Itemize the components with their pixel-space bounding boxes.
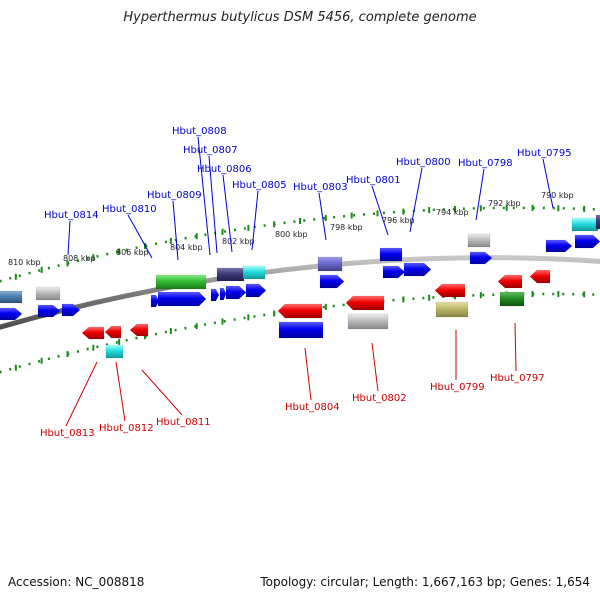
forward-gene-label: Hbut_0814 (44, 210, 99, 221)
forward-gene-label: Hbut_0801 (346, 175, 401, 186)
forward-leader-line (251, 190, 259, 251)
reverse-leader-line (304, 347, 312, 401)
gene-feature (345, 295, 385, 311)
gene-feature (545, 239, 573, 253)
forward-leader-line (542, 158, 554, 209)
forward-gene-label: Hbut_0806 (197, 164, 252, 175)
ruler-label: 802 kbp (222, 237, 255, 246)
gene-feature (225, 285, 247, 300)
gene-feature (155, 274, 207, 290)
forward-leader-line (409, 167, 423, 233)
gene-feature (0, 290, 23, 304)
forward-ruler-line (0, 206, 600, 283)
gene-feature (382, 265, 406, 279)
gene-feature (403, 262, 432, 277)
reverse-leader-line (65, 361, 98, 427)
gene-feature (150, 294, 160, 308)
forward-leader-line (172, 200, 179, 261)
gene-feature (37, 304, 61, 318)
gene-feature (317, 256, 343, 272)
ruler-label: 796 kbp (382, 216, 415, 225)
reverse-leader-line (514, 322, 517, 372)
gene-feature (469, 251, 493, 265)
gene-feature (319, 274, 345, 289)
gene-feature (157, 291, 207, 307)
gene-feature (61, 303, 81, 317)
gene-feature (129, 323, 149, 337)
ruler-label: 794 kbp (436, 208, 469, 217)
forward-gene-label: Hbut_0805 (232, 180, 287, 191)
forward-leader-line (197, 136, 211, 256)
gene-feature (571, 217, 599, 232)
accession-text: Accession: NC_008818 (8, 575, 145, 589)
ruler-labels: 810 kbp 808 kbp 806 kbp 804 kbp 802 kbp 800 k… (8, 191, 574, 267)
reverse-gene-label: Hbut_0812 (99, 423, 154, 434)
gene-feature (278, 321, 324, 339)
gene-feature (0, 307, 23, 321)
gene-feature (595, 214, 600, 230)
gene-feature (434, 283, 466, 298)
ruler-label: 810 kbp (8, 258, 41, 267)
forward-gene-label: Hbut_0807 (183, 145, 238, 156)
gene-feature (216, 267, 245, 282)
reverse-gene-label: Hbut_0804 (285, 402, 340, 413)
forward-leader-line (127, 214, 153, 259)
forward-gene-label: Hbut_0795 (517, 148, 572, 159)
reverse-leader-line (141, 369, 183, 416)
reverse-gene-label: Hbut_0797 (490, 373, 545, 384)
gene-feature (81, 326, 105, 340)
gene-feature (104, 325, 122, 339)
ruler-label: 800 kbp (275, 230, 308, 239)
forward-gene-label: Hbut_0809 (147, 190, 202, 201)
genome-backbone (0, 255, 600, 330)
forward-leader-line (208, 155, 218, 254)
reverse-gene-label: Hbut_0802 (352, 393, 407, 404)
ruler-label: 792 kbp (488, 199, 521, 208)
ruler-label: 808 kbp (63, 254, 96, 263)
ruler-label: 790 kbp (541, 191, 574, 200)
gene-feature (105, 344, 124, 359)
reverse-leader-line (371, 342, 379, 392)
gene-feature (219, 287, 227, 301)
genome-summary-text: Topology: circular; Length: 1,667,163 bp… (260, 575, 590, 589)
forward-leader-line (222, 174, 233, 253)
forward-leader-line (371, 185, 389, 236)
gene-feature (467, 233, 491, 248)
reverse-gene-label: Hbut_0811 (156, 417, 211, 428)
forward-gene-label: Hbut_0808 (172, 126, 227, 137)
gene-features (0, 214, 600, 359)
gene-feature (497, 274, 523, 289)
forward-gene-label: Hbut_0803 (293, 182, 348, 193)
gene-feature (499, 291, 525, 307)
forward-gene-label: Hbut_0798 (458, 158, 513, 169)
gene-feature (210, 288, 220, 302)
gene-feature (379, 247, 403, 262)
forward-gene-label: Hbut_0800 (396, 157, 451, 168)
gene-feature (242, 265, 266, 280)
reverse-gene-label: Hbut_0813 (40, 428, 95, 439)
gene-feature (347, 313, 389, 330)
forward-leader-line (475, 168, 485, 221)
gene-feature (245, 283, 267, 298)
gene-feature (435, 301, 469, 318)
gene-feature (277, 303, 323, 319)
map-title: Hyperthermus butylicus DSM 5456, complet… (123, 10, 477, 25)
ruler-label: 798 kbp (330, 223, 363, 232)
ruler-label: 804 kbp (170, 243, 203, 252)
forward-leader-line (318, 192, 327, 241)
gene-feature (574, 234, 600, 249)
reverse-gene-label: Hbut_0799 (430, 382, 485, 393)
ruler-label: 806 kbp (116, 248, 149, 257)
gene-feature (35, 286, 61, 301)
gene-feature (529, 269, 551, 284)
forward-gene-label: Hbut_0810 (102, 204, 157, 215)
forward-leader-line (67, 220, 71, 256)
reverse-leader-line (115, 361, 126, 422)
